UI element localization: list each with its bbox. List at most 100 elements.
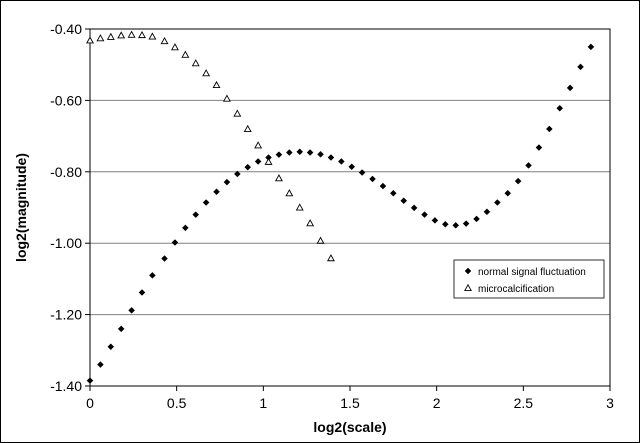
x-tick-label: 1: [259, 395, 267, 411]
diamond-data-point: [138, 289, 146, 296]
triangle-data-point: [285, 189, 294, 197]
x-tick-label: 2.5: [514, 395, 534, 411]
diamond-data-point: [213, 188, 220, 196]
diamond-data-point: [431, 216, 439, 224]
legend-entry-label: microcalcification: [478, 284, 554, 295]
diamond-data-point: [348, 163, 356, 171]
triangle-data-point: [274, 174, 283, 182]
diamond-data-point: [306, 149, 314, 156]
y-tick-label: -1.20: [50, 307, 82, 323]
triangle-data-point: [160, 37, 169, 45]
diamond-data-point: [545, 125, 553, 133]
diamond-data-point: [400, 197, 408, 205]
diamond-data-point: [358, 169, 366, 176]
triangle-data-point: [181, 50, 190, 58]
diamond-data-point: [369, 175, 376, 183]
diamond-data-point: [86, 377, 94, 384]
diamond-data-point: [233, 170, 241, 178]
diamond-data-point: [254, 158, 262, 165]
triangle-data-point: [212, 80, 221, 89]
diamond-data-point: [192, 211, 200, 218]
triangle-data-point: [202, 69, 211, 77]
diamond-data-point: [421, 211, 428, 218]
triangle-data-point: [306, 219, 315, 227]
x-tick-label: 3: [606, 395, 614, 411]
x-tick-label: 1.5: [340, 395, 360, 411]
triangle-data-point: [106, 32, 115, 40]
diamond-data-point: [452, 221, 460, 229]
series-normal-signal-fluctuation: [86, 43, 595, 384]
y-tick-label: -0.60: [50, 92, 82, 108]
diamond-data-point: [473, 215, 480, 223]
diamond-data-point: [97, 361, 104, 368]
diamond-data-point: [327, 154, 335, 161]
diamond-data-point: [535, 144, 543, 151]
diamond-data-point: [525, 162, 532, 169]
diamond-data-point: [577, 63, 584, 71]
triangle-data-point: [254, 141, 263, 149]
triangle-data-point: [222, 94, 231, 102]
triangle-data-point: [96, 34, 105, 42]
triangle-data-point: [233, 109, 242, 117]
diamond-data-point: [149, 271, 156, 279]
diamond-data-point: [202, 199, 210, 206]
triangle-data-point: [316, 236, 325, 244]
triangle-data-point: [243, 124, 252, 132]
diamond-data-point: [379, 182, 387, 190]
diamond-data-point: [587, 43, 595, 51]
legend-box: [453, 259, 605, 299]
diamond-data-point: [275, 151, 283, 159]
triangle-data-point: [127, 30, 136, 38]
diamond-data-point: [389, 189, 397, 197]
diamond-data-point: [566, 84, 574, 92]
data-series: [86, 30, 595, 384]
legend: normal signal fluctuation microcalcificat…: [453, 259, 605, 299]
legend-entry-label: normal signal fluctuation: [478, 267, 586, 278]
triangle-data-point: [264, 157, 273, 165]
triangle-data-point: [148, 32, 157, 40]
diamond-data-point: [117, 325, 125, 333]
diamond-data-point: [181, 224, 189, 232]
y-tick-label: -1.40: [50, 378, 82, 394]
diamond-data-point: [556, 104, 564, 112]
diamond-data-point: [107, 343, 115, 351]
triangle-data-point: [117, 31, 126, 39]
diamond-data-point: [441, 220, 449, 228]
y-tick-label: -1.00: [50, 235, 82, 251]
diamond-data-point: [223, 178, 231, 186]
diamond-data-point: [171, 239, 179, 246]
y-tick-label: -0.80: [50, 164, 82, 180]
diamond-data-point: [462, 220, 470, 227]
x-tick-label: 0.5: [167, 395, 187, 411]
diamond-data-point: [514, 177, 522, 185]
axes: -0.40 -0.60 -0.80 -1.00 -1.20 -1.400 0.5 1 1.5 2 2…: [50, 21, 614, 411]
x-tick-label: 2: [433, 395, 441, 411]
series-microcalcification: [86, 30, 335, 262]
triangle-data-point: [326, 254, 335, 262]
triangle-data-point: [295, 203, 304, 211]
y-tick-label: -0.40: [50, 21, 82, 37]
diamond-data-point: [504, 189, 512, 197]
diamond-data-point: [483, 208, 491, 216]
diamond-data-point: [285, 149, 293, 156]
triangle-data-point: [138, 30, 146, 39]
diamond-data-point: [128, 306, 135, 314]
diamond-data-point: [410, 204, 418, 212]
diamond-data-point: [317, 150, 324, 158]
triangle-data-point: [86, 36, 94, 44]
legend-marker: [464, 267, 472, 275]
y-axis-title: log2(magnitude): [13, 153, 29, 262]
x-axis-title: log2(scale): [313, 419, 386, 435]
diamond-data-point: [337, 158, 345, 165]
legend-marker: [464, 283, 472, 292]
x-tick-label: 0: [86, 395, 94, 411]
triangle-data-point: [170, 43, 179, 51]
diamond-data-point: [296, 148, 304, 156]
diamond-data-point: [493, 199, 501, 206]
diamond-data-point: [244, 163, 252, 171]
triangle-data-point: [191, 59, 200, 67]
diamond-data-point: [161, 255, 168, 262]
